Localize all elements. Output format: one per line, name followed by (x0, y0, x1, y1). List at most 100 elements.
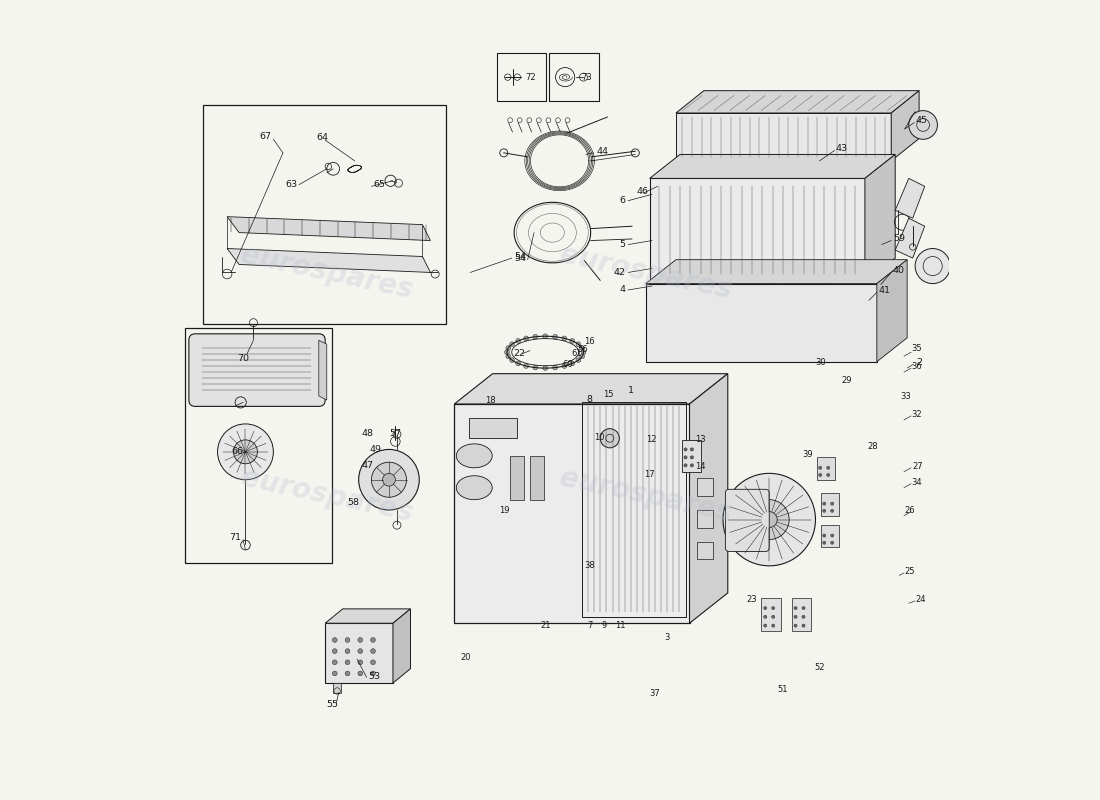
Text: 5: 5 (619, 240, 626, 249)
Ellipse shape (456, 444, 492, 468)
Circle shape (823, 541, 826, 544)
Circle shape (761, 512, 778, 527)
Ellipse shape (675, 272, 719, 300)
Circle shape (823, 502, 826, 506)
Circle shape (684, 464, 688, 467)
Text: 4: 4 (619, 286, 626, 294)
Circle shape (794, 624, 797, 627)
Text: 63: 63 (285, 180, 297, 190)
Text: 48: 48 (361, 429, 373, 438)
Circle shape (823, 510, 826, 513)
Text: 71: 71 (230, 533, 242, 542)
Text: 11: 11 (615, 621, 626, 630)
Bar (204, 105, 447, 324)
Text: 29: 29 (842, 376, 852, 386)
Polygon shape (891, 90, 920, 161)
Circle shape (542, 366, 548, 370)
Text: 70: 70 (238, 354, 250, 363)
Polygon shape (821, 525, 838, 547)
Text: 16: 16 (584, 337, 595, 346)
Polygon shape (333, 683, 341, 693)
Text: 6: 6 (619, 196, 626, 205)
Text: 30: 30 (815, 358, 826, 367)
Text: 64: 64 (317, 134, 329, 142)
Circle shape (576, 342, 581, 346)
Circle shape (371, 660, 375, 665)
Polygon shape (676, 113, 891, 161)
Polygon shape (326, 623, 393, 683)
Text: eurospares: eurospares (557, 464, 735, 528)
Bar (530, 456, 544, 500)
Circle shape (532, 365, 538, 370)
Text: 46: 46 (636, 186, 648, 196)
Text: 18: 18 (485, 396, 496, 406)
Text: 17: 17 (645, 470, 654, 478)
Circle shape (371, 671, 375, 676)
Text: 47: 47 (361, 461, 373, 470)
Text: 34: 34 (911, 478, 922, 486)
Circle shape (570, 338, 574, 343)
Text: 41: 41 (879, 286, 891, 295)
Text: 44: 44 (596, 146, 608, 156)
Polygon shape (326, 609, 410, 623)
Polygon shape (690, 374, 728, 623)
Circle shape (823, 534, 826, 537)
Text: 51: 51 (778, 685, 788, 694)
Text: 37: 37 (649, 689, 660, 698)
Circle shape (684, 456, 688, 459)
Text: 1: 1 (628, 386, 634, 395)
Circle shape (580, 354, 584, 358)
Polygon shape (650, 154, 895, 178)
Circle shape (233, 440, 257, 464)
Text: 59: 59 (893, 234, 905, 242)
Circle shape (371, 649, 375, 654)
Text: 52: 52 (815, 663, 825, 672)
Circle shape (552, 365, 558, 370)
Circle shape (763, 624, 767, 627)
Text: eurospares: eurospares (238, 241, 416, 304)
Text: 55: 55 (327, 700, 339, 709)
Text: 39: 39 (802, 450, 813, 458)
Polygon shape (227, 217, 430, 241)
Polygon shape (454, 404, 690, 623)
Text: 65: 65 (373, 180, 385, 190)
Circle shape (562, 336, 566, 341)
Circle shape (345, 638, 350, 642)
Circle shape (802, 606, 805, 610)
Text: 21: 21 (540, 621, 551, 630)
Circle shape (359, 450, 419, 510)
Circle shape (509, 358, 515, 362)
Circle shape (830, 534, 834, 537)
Bar (496, 54, 546, 101)
Circle shape (771, 606, 774, 610)
Text: 8: 8 (586, 395, 593, 405)
Ellipse shape (456, 476, 492, 500)
Circle shape (749, 500, 789, 539)
Text: 32: 32 (911, 410, 922, 419)
Text: 22: 22 (514, 350, 526, 358)
Circle shape (580, 346, 584, 350)
Text: 7: 7 (587, 621, 593, 630)
Text: 13: 13 (695, 434, 706, 443)
Circle shape (345, 660, 350, 665)
FancyBboxPatch shape (725, 490, 769, 551)
Circle shape (771, 624, 774, 627)
Ellipse shape (788, 272, 831, 300)
Circle shape (345, 649, 350, 654)
Circle shape (691, 456, 693, 459)
Bar (582, 402, 685, 617)
Circle shape (570, 361, 574, 366)
Circle shape (332, 671, 337, 676)
Text: 3: 3 (664, 633, 670, 642)
Text: 72: 72 (526, 73, 536, 82)
Circle shape (332, 649, 337, 654)
Text: 2: 2 (916, 358, 922, 367)
Polygon shape (697, 478, 714, 496)
Circle shape (691, 464, 693, 467)
Circle shape (581, 350, 586, 354)
Polygon shape (761, 598, 781, 631)
Circle shape (771, 615, 774, 618)
Text: 66: 66 (231, 447, 243, 456)
Circle shape (371, 638, 375, 642)
Circle shape (358, 638, 363, 642)
